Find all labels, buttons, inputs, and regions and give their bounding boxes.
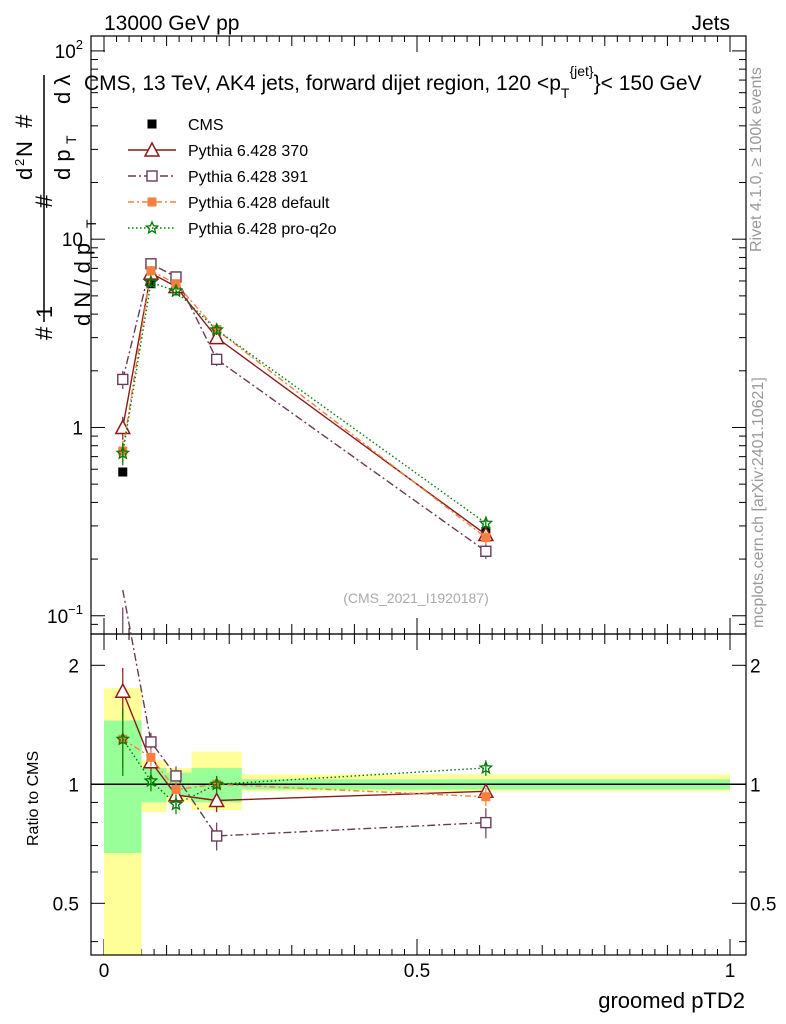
series-point-3 xyxy=(478,515,494,530)
series-point-1 xyxy=(210,353,223,366)
series-point-3 xyxy=(143,274,159,289)
series-ratio-point-0 xyxy=(208,791,225,808)
ratio-frame xyxy=(90,633,747,956)
series-ratio-point-3 xyxy=(115,731,131,746)
series-ratio-point-2 xyxy=(481,792,491,802)
svg-text:d: d xyxy=(12,168,37,180)
x-tick-label: 1 xyxy=(725,961,736,982)
series-point-1 xyxy=(480,545,492,557)
legend-marker-2 xyxy=(147,197,157,207)
svg-text:d p: d p xyxy=(50,149,75,180)
x-tick-label: 0 xyxy=(99,961,110,982)
series-line-3 xyxy=(122,281,487,524)
series-point-3 xyxy=(115,445,131,460)
svg-text:2: 2 xyxy=(12,159,27,166)
svg-text:T: T xyxy=(63,135,79,144)
legend-marker-1 xyxy=(146,170,158,182)
rivet-label: Rivet 4.1.0, ≥ 100k events xyxy=(748,67,765,252)
category-label: Jets xyxy=(691,12,730,35)
series-ratio-point-1 xyxy=(210,830,223,842)
y-tick-label: 1 xyxy=(72,418,83,439)
series-ratio-point-2 xyxy=(171,785,181,795)
series-ratio-point-3 xyxy=(478,760,494,775)
legend-label-2: Pythia 6.428 default xyxy=(188,195,330,212)
series-ratio-point-1 xyxy=(480,816,492,829)
legend-label-0: Pythia 6.428 370 xyxy=(188,143,308,160)
analysis-label: (CMS_2021_I1920187) xyxy=(343,590,489,606)
y-tick-label: 10−1 xyxy=(47,602,83,628)
series-point-2 xyxy=(481,533,491,543)
y-axis-label: # 1 d N / d p T # d 2 N d p T # d λ xyxy=(11,75,99,340)
y-tick-label: 10 xyxy=(62,230,83,251)
series-ratio-point-1 xyxy=(145,736,157,748)
ratio-tick-label: 2 xyxy=(68,656,79,677)
legend-label-1: Pythia 6.428 391 xyxy=(188,169,308,186)
series-point-3 xyxy=(209,322,225,337)
main-panel: 10−1 1 10 102 xyxy=(47,35,747,955)
legend-marker-cms xyxy=(147,119,157,129)
ratio-y-label: Ratio to CMS xyxy=(25,751,42,846)
ratio-tick-label-right: 2 xyxy=(750,656,761,677)
series-line-2 xyxy=(122,269,487,539)
series-line-0 xyxy=(122,272,487,536)
svg-text:#: # xyxy=(31,326,58,340)
series-line-1 xyxy=(122,262,487,552)
series-ratio-point-1 xyxy=(170,770,182,782)
energy-label: 13000 GeV pp xyxy=(104,12,239,35)
series-ratio-point-3 xyxy=(143,773,159,788)
series-ratio-point-2 xyxy=(146,752,156,762)
series-point-3 xyxy=(168,283,184,298)
series-ratio-point-3 xyxy=(168,796,184,811)
legend-label-3: Pythia 6.428 pro-q2o xyxy=(188,221,337,238)
series-point-1 xyxy=(117,373,129,386)
ratio-panel: 0 0.5 1 0.5 1 2 0.5 1 2 xyxy=(53,589,776,982)
legend: CMS Pythia 6.428 370 Pythia 6.428 391 Pythi… xyxy=(128,117,337,238)
ratio-tick-label: 0.5 xyxy=(53,894,79,915)
series-ratio-point-0 xyxy=(114,682,132,698)
y-tick-label: 102 xyxy=(55,37,83,63)
chart-title: CMS, 13 TeV, AK4 jets, forward dijet reg… xyxy=(84,63,702,101)
x-tick-label: 0.5 xyxy=(404,961,430,982)
svg-text:d λ: d λ xyxy=(50,75,75,104)
svg-text:#: # xyxy=(31,194,58,208)
site-label: mcplots.cern.ch [arXiv:2401.10621] xyxy=(750,377,767,628)
series-ratio-point-3 xyxy=(209,776,225,791)
legend-marker-3 xyxy=(144,220,160,235)
series-point-2 xyxy=(146,266,156,276)
ratio-tick-label-right: 0.5 xyxy=(750,894,776,915)
cms-data-point xyxy=(118,467,128,477)
legend-label-cms: CMS xyxy=(188,117,224,134)
svg-text:N: N xyxy=(12,141,37,157)
x-axis-label: groomed pTD2 xyxy=(598,988,745,1013)
series-point-0 xyxy=(208,329,225,345)
ratio-tick-label-right: 1 xyxy=(750,775,761,796)
ratio-tick-label: 1 xyxy=(68,775,79,796)
svg-text:#: # xyxy=(11,114,38,128)
legend-marker-0 xyxy=(143,141,161,157)
